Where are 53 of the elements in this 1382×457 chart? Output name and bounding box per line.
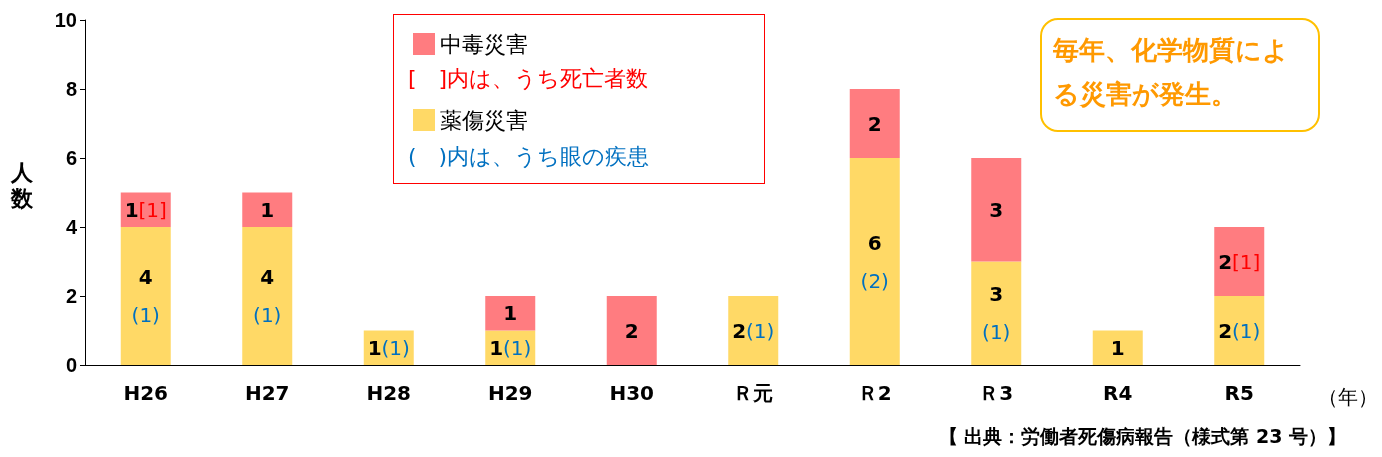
x-tick-label: R5 — [1224, 381, 1254, 405]
data-label: 1[1] — [124, 197, 167, 222]
data-label: 2(1) — [732, 318, 775, 343]
x-tick-label: H26 — [123, 381, 169, 405]
annotation: [ ]内は、うち死亡者数 — [408, 65, 649, 93]
data-label: 2 — [624, 318, 639, 343]
bar — [1214, 227, 1265, 296]
bar — [849, 158, 900, 365]
y-axis-title: 人数 — [10, 160, 34, 212]
annotation: 毎年、化学物質による災害が発生。 — [1040, 18, 1320, 132]
x-tick-label: Ｒ元 — [733, 381, 774, 405]
legend-label: 薬傷災害 — [440, 107, 528, 133]
data-label: 4(1) — [131, 265, 160, 327]
x-tick-label: Ｒ2 — [857, 381, 892, 405]
y-tick-label: 10 — [54, 9, 77, 31]
bar — [242, 192, 293, 227]
y-tick-label: 4 — [65, 216, 78, 238]
data-label: 1 — [503, 301, 518, 326]
data-label: 3(1) — [982, 282, 1011, 345]
annotation: ( )内は、うち眼の疾患 — [408, 143, 650, 171]
x-tick-label: H29 — [487, 381, 533, 405]
x-axis-title: （年） — [1318, 386, 1378, 408]
bar — [120, 227, 171, 365]
bar — [485, 296, 536, 331]
x-tick-label: H30 — [609, 381, 655, 405]
text: 【 出典：労働者死傷病報告（様式第 23 号）】 — [938, 424, 1346, 449]
data-label: 4(1) — [253, 265, 282, 327]
data-label: 1 — [260, 197, 275, 222]
bar — [971, 261, 1022, 365]
data-label: 1(1) — [367, 335, 410, 360]
x-tick-label: H27 — [244, 381, 290, 405]
bar — [606, 296, 657, 365]
x-tick-label: H28 — [366, 381, 412, 405]
data-label: 6(2) — [860, 230, 889, 293]
x-tick-label: Ｒ3 — [979, 381, 1014, 405]
data-label: 1(1) — [489, 335, 532, 360]
bar — [242, 227, 293, 365]
data-label: 2(1) — [1218, 318, 1261, 343]
y-tick-label: 6 — [65, 147, 77, 169]
bar — [1214, 296, 1265, 365]
y-tick-label: 0 — [65, 354, 77, 376]
bar — [1092, 330, 1143, 365]
legend-label: 中毒災害 — [440, 31, 528, 57]
y-tick-label: 8 — [65, 78, 77, 100]
bar — [849, 89, 900, 158]
data-label: 2[1] — [1218, 249, 1261, 274]
data-label: 3 — [989, 197, 1004, 222]
data-label: 1 — [1110, 335, 1125, 360]
data-label: 2 — [867, 111, 882, 136]
y-tick-label: 2 — [65, 285, 77, 307]
x-tick-label: R4 — [1103, 381, 1133, 405]
bar — [728, 296, 779, 365]
bar — [971, 158, 1022, 262]
